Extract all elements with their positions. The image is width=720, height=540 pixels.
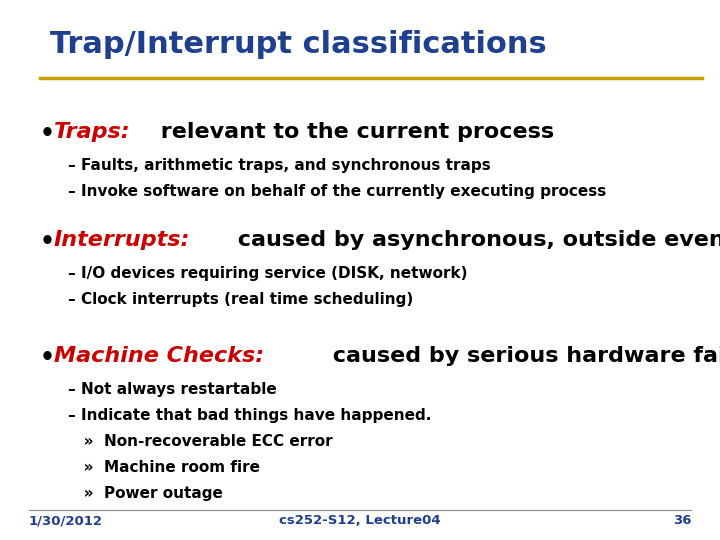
- Text: »  Machine room fire: » Machine room fire: [68, 460, 261, 475]
- Text: – Not always restartable: – Not always restartable: [68, 382, 277, 397]
- Text: Machine Checks:: Machine Checks:: [54, 346, 264, 366]
- Text: •: •: [40, 230, 55, 253]
- Text: Trap/Interrupt classifications: Trap/Interrupt classifications: [50, 30, 547, 59]
- Text: caused by asynchronous, outside events: caused by asynchronous, outside events: [230, 230, 720, 249]
- Text: – Indicate that bad things have happened.: – Indicate that bad things have happened…: [68, 408, 432, 423]
- Text: – Clock interrupts (real time scheduling): – Clock interrupts (real time scheduling…: [68, 292, 414, 307]
- Text: »  Power outage: » Power outage: [68, 486, 223, 501]
- Text: •: •: [40, 346, 55, 369]
- Text: »  Non-recoverable ECC error: » Non-recoverable ECC error: [68, 434, 333, 449]
- Text: 1/30/2012: 1/30/2012: [29, 514, 103, 527]
- Text: Traps:: Traps:: [54, 122, 130, 141]
- Text: •: •: [40, 122, 55, 145]
- Text: relevant to the current process: relevant to the current process: [153, 122, 554, 141]
- Text: Interrupts:: Interrupts:: [54, 230, 190, 249]
- Text: 36: 36: [672, 514, 691, 527]
- Text: – Invoke software on behalf of the currently executing process: – Invoke software on behalf of the curre…: [68, 184, 607, 199]
- Text: – Faults, arithmetic traps, and synchronous traps: – Faults, arithmetic traps, and synchron…: [68, 158, 491, 173]
- Text: – I/O devices requiring service (DISK, network): – I/O devices requiring service (DISK, n…: [68, 266, 468, 281]
- Text: cs252-S12, Lecture04: cs252-S12, Lecture04: [279, 514, 441, 527]
- Text: caused by serious hardware failure: caused by serious hardware failure: [325, 346, 720, 366]
